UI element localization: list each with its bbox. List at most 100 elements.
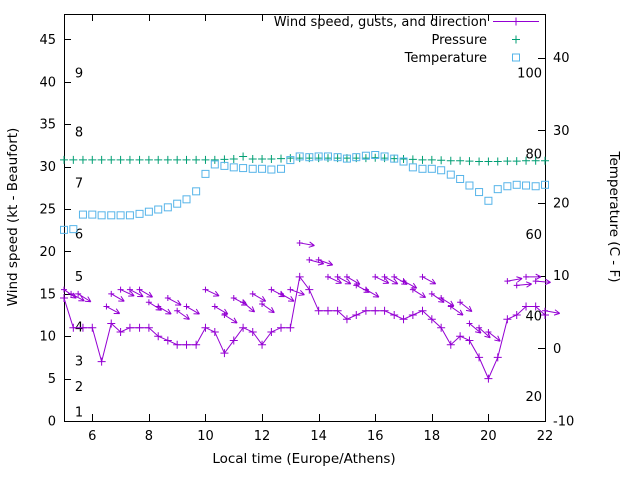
pressure-point — [116, 155, 125, 164]
legend-temperature-sample-point — [512, 53, 520, 62]
gust-direction-arrow — [280, 293, 295, 302]
x-tick-label: 8 — [145, 429, 153, 444]
y-right-tick-label: 20 — [553, 196, 570, 211]
y-right-tick-label: 0 — [553, 342, 561, 357]
beaufort-scale-label: 9 — [75, 66, 83, 81]
gust-point — [419, 273, 426, 280]
temperature-point — [201, 169, 210, 178]
gust-point — [457, 299, 464, 306]
y-left-tick-label: 40 — [39, 75, 56, 90]
pressure-point — [446, 156, 455, 165]
gust-point — [108, 290, 115, 297]
series-pressure — [60, 152, 549, 166]
gust-point — [249, 290, 256, 297]
wind-speed-point — [248, 327, 257, 336]
pressure-point — [192, 155, 201, 164]
gust-direction-arrow — [412, 289, 427, 299]
x-tick-label: 12 — [254, 429, 271, 444]
pressure-point — [408, 155, 417, 164]
temperature-point — [277, 164, 286, 173]
legend-pressure-sample-point — [512, 35, 520, 44]
series-temperature — [60, 150, 549, 234]
temperature-point — [512, 180, 521, 189]
legend-pressure-label: Pressure — [431, 33, 487, 48]
x-tick-label: 18 — [424, 429, 441, 444]
pressure-point — [258, 154, 267, 163]
gust-direction-arrow — [224, 314, 238, 324]
temperature-point — [135, 209, 144, 218]
x-tick-label: 16 — [367, 429, 384, 444]
pressure-point — [503, 157, 512, 166]
wind-speed-point — [154, 332, 163, 341]
wind-speed-point — [352, 311, 361, 320]
temperature-point — [163, 203, 172, 212]
pressure-point — [248, 154, 257, 163]
gust-point — [485, 328, 492, 335]
gust-point — [68, 290, 75, 297]
y-left-tick-label: 45 — [39, 33, 56, 48]
gust-direction-arrow — [214, 306, 229, 315]
gust-direction-arrow — [318, 259, 334, 267]
axes-layer: 6 8 10 12 14 16 18 20 22051015202530354045-10010… — [39, 14, 574, 444]
temperature-point — [220, 161, 229, 170]
temperature-point — [116, 211, 125, 220]
wind-speed-point — [163, 336, 172, 345]
pressure-point — [97, 155, 106, 164]
beaufort-scale-label: 1 — [75, 406, 83, 421]
temperature-point — [503, 182, 512, 191]
gust-point — [343, 273, 350, 280]
temperature-point — [239, 164, 248, 173]
gust-direction-arrow — [327, 276, 342, 284]
gust-direction-arrow — [450, 306, 464, 316]
wind-speed-point — [305, 285, 314, 294]
gust-direction-arrow — [375, 276, 390, 284]
gust-direction-arrow — [157, 306, 172, 315]
y-left-tick-label: 0 — [48, 415, 56, 430]
temperature-point — [493, 185, 502, 194]
temperature-point — [342, 154, 351, 163]
wind-speed-point — [277, 323, 286, 332]
gust-point — [438, 295, 445, 302]
temperature-point — [78, 210, 87, 219]
titles-layer: Local time (Europe/Athens) Wind speed (k… — [5, 128, 622, 467]
gust-direction-arrow — [535, 278, 551, 286]
gust-direction-arrow — [337, 276, 352, 285]
gust-point — [409, 286, 416, 293]
pressure-point — [361, 154, 370, 163]
temperature-point — [456, 174, 465, 183]
pressure-point — [437, 156, 446, 165]
gust-point — [202, 286, 209, 293]
temperature-point — [305, 153, 314, 162]
wind-speed-point — [418, 306, 427, 315]
x-tick-label: 22 — [537, 429, 554, 444]
wind-speed-point — [503, 315, 512, 324]
gust-point — [221, 312, 228, 319]
temperature-point — [295, 152, 304, 161]
beaufort-scale-label: 8 — [75, 126, 83, 141]
beaufort-scale-label: 5 — [75, 270, 83, 285]
fahrenheit-scale-label: 40 — [525, 309, 542, 324]
temperature-point — [446, 170, 455, 179]
temperature-point — [437, 166, 446, 175]
pressure-point — [239, 152, 248, 161]
temperature-point — [371, 150, 380, 159]
gust-direction-arrow — [346, 276, 361, 285]
beaufort-scale-label: 3 — [75, 355, 83, 370]
temperature-point — [267, 165, 276, 174]
pressure-point — [512, 157, 521, 166]
series-wind-gusts-direction — [61, 239, 561, 342]
beaufort-scale-label: 7 — [75, 177, 83, 192]
pressure-point — [380, 154, 389, 163]
temperature-point — [286, 156, 295, 165]
temperature-point — [144, 207, 153, 216]
series-layer — [60, 150, 561, 383]
pressure-point — [69, 155, 78, 164]
temperature-point — [107, 211, 116, 220]
wind-speed-point — [267, 327, 276, 336]
y-right-tick-label: 10 — [553, 269, 570, 284]
gust-point — [447, 303, 454, 310]
legend-wind-label: Wind speed, gusts, and direction — [274, 15, 487, 30]
wind-speed-point — [475, 353, 484, 362]
gust-direction-arrow — [271, 289, 286, 298]
